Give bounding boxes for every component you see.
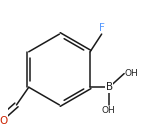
Text: OH: OH [125, 69, 139, 78]
Text: B: B [106, 82, 113, 92]
Text: O: O [0, 116, 8, 126]
Text: F: F [99, 23, 105, 33]
Text: OH: OH [102, 106, 115, 115]
